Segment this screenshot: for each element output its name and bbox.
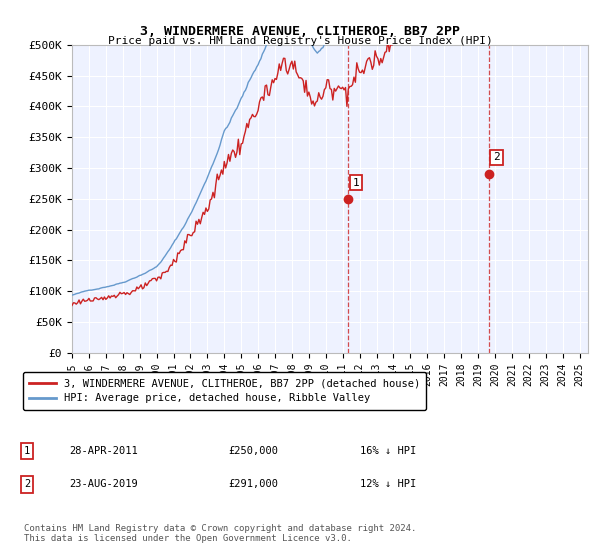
Text: 12% ↓ HPI: 12% ↓ HPI	[360, 479, 416, 489]
Text: Contains HM Land Registry data © Crown copyright and database right 2024.
This d: Contains HM Land Registry data © Crown c…	[24, 524, 416, 543]
Text: 1: 1	[24, 446, 30, 456]
Legend: 3, WINDERMERE AVENUE, CLITHEROE, BB7 2PP (detached house), HPI: Average price, d: 3, WINDERMERE AVENUE, CLITHEROE, BB7 2PP…	[23, 372, 427, 410]
Text: £291,000: £291,000	[228, 479, 278, 489]
Text: 28-APR-2011: 28-APR-2011	[69, 446, 138, 456]
Text: £250,000: £250,000	[228, 446, 278, 456]
Text: 2: 2	[493, 152, 500, 162]
Text: 1: 1	[352, 178, 359, 188]
Text: Price paid vs. HM Land Registry's House Price Index (HPI): Price paid vs. HM Land Registry's House …	[107, 36, 493, 46]
Text: 3, WINDERMERE AVENUE, CLITHEROE, BB7 2PP: 3, WINDERMERE AVENUE, CLITHEROE, BB7 2PP	[140, 25, 460, 38]
Text: 23-AUG-2019: 23-AUG-2019	[69, 479, 138, 489]
Text: 2: 2	[24, 479, 30, 489]
Text: 16% ↓ HPI: 16% ↓ HPI	[360, 446, 416, 456]
